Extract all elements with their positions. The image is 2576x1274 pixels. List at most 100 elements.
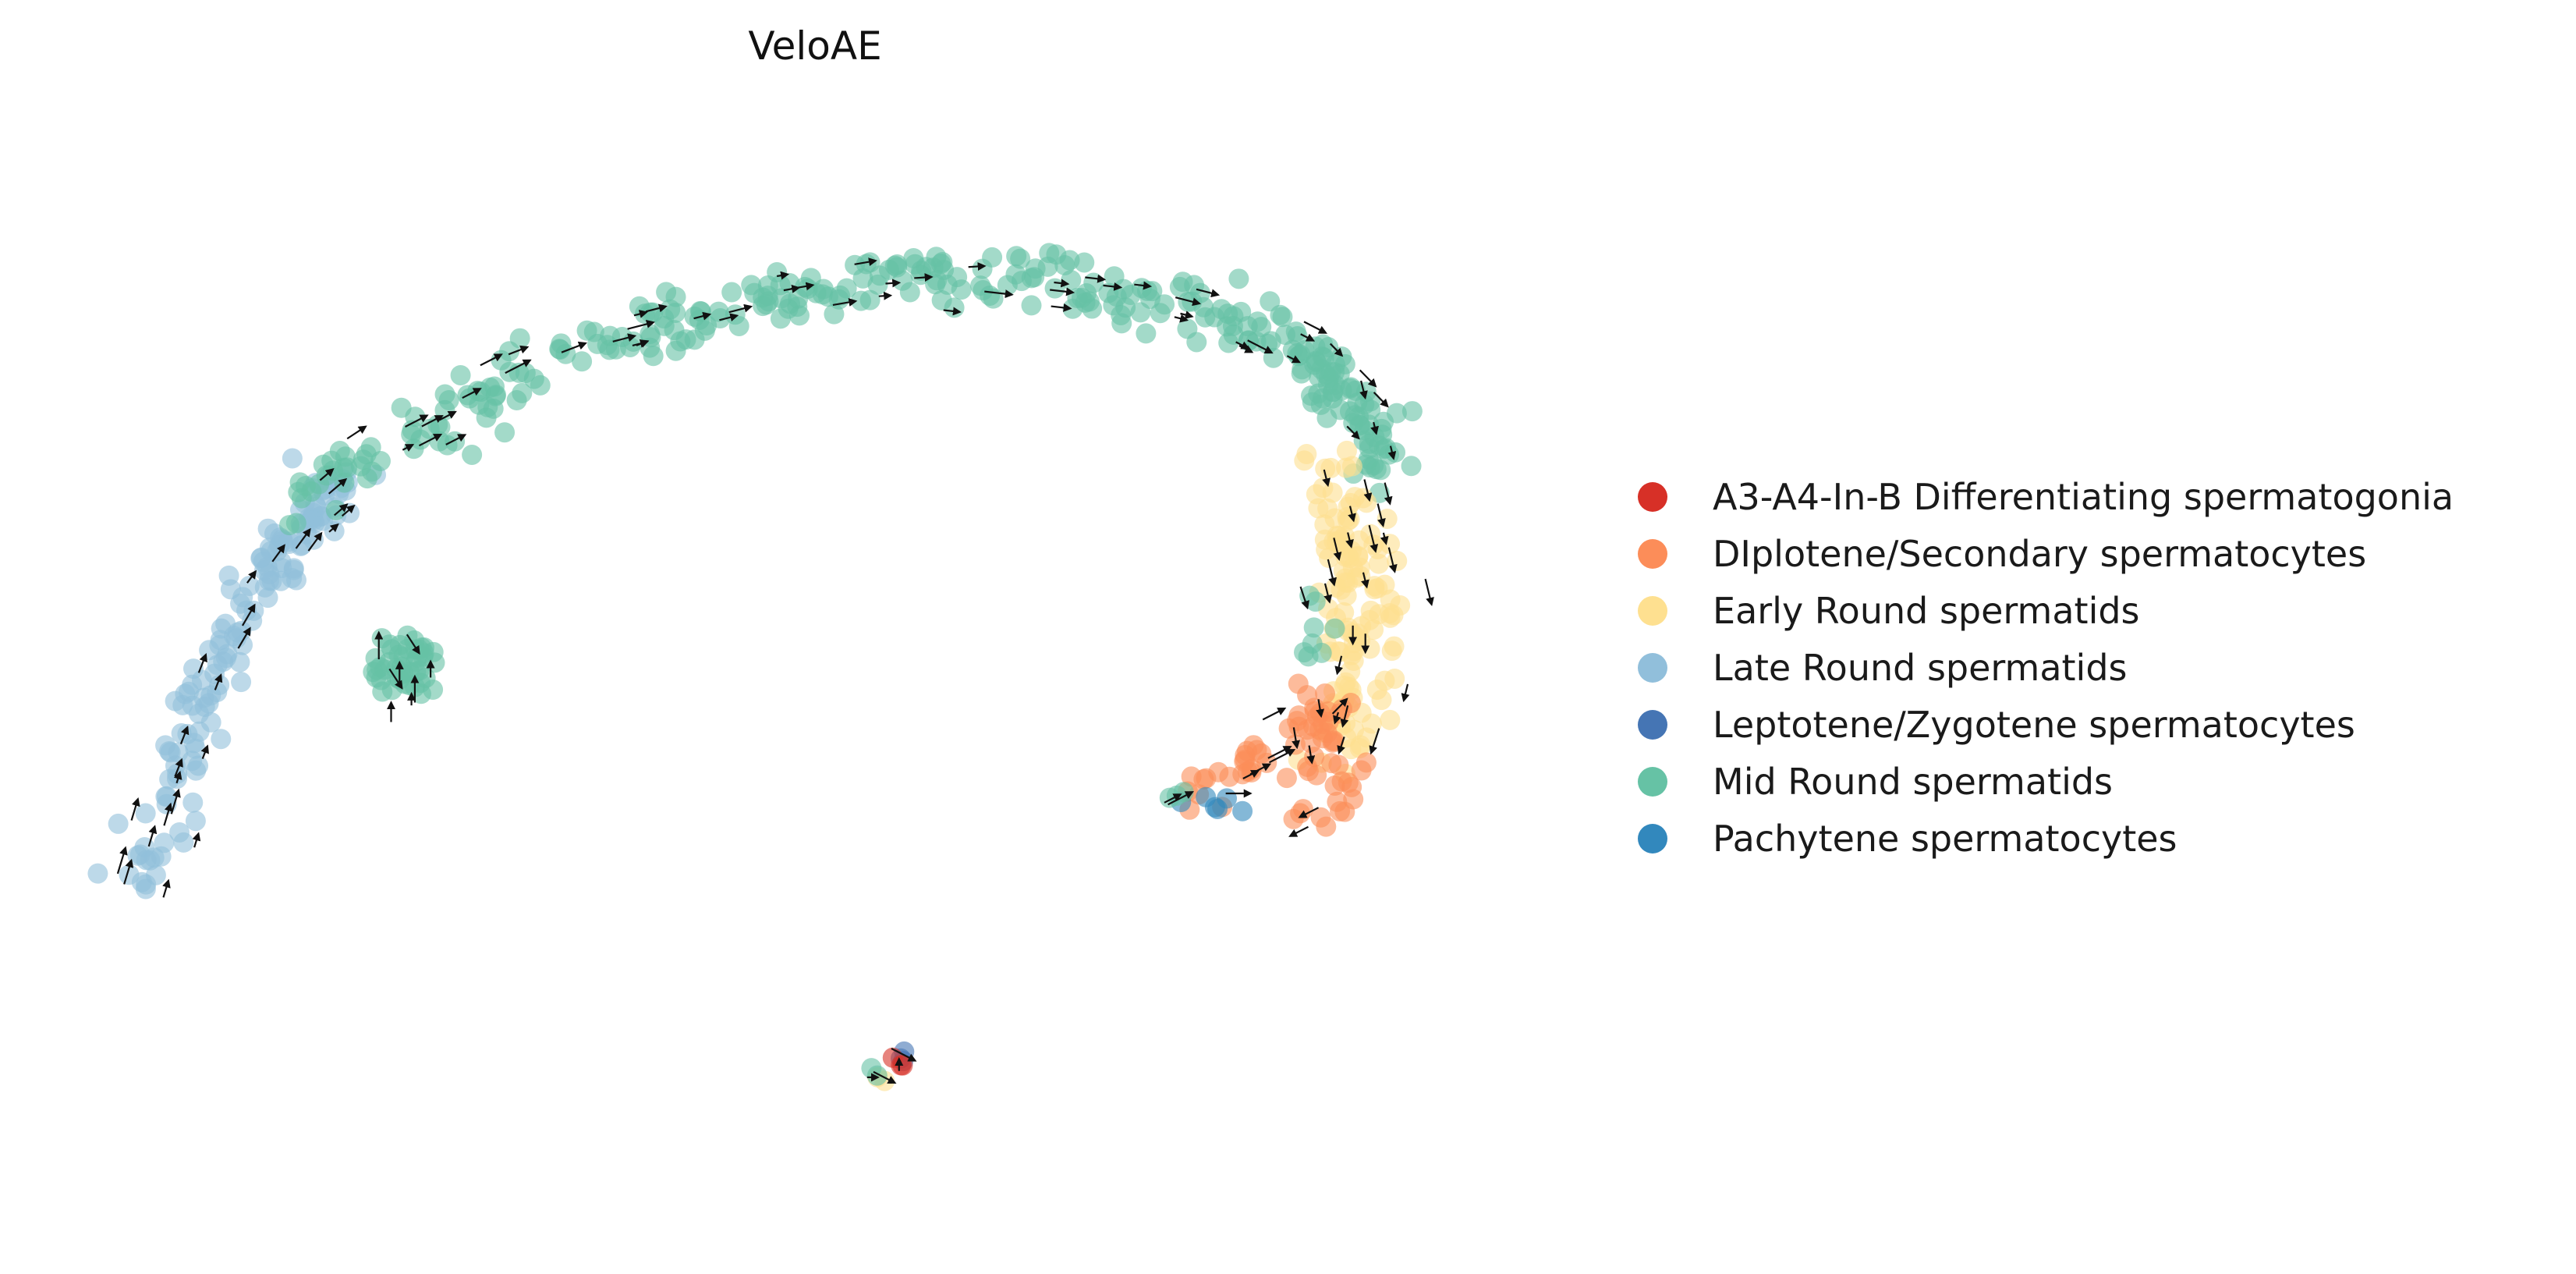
data-point [325,499,346,520]
velocity-arrow [1085,274,1107,283]
data-point [1325,577,1346,598]
data-point [583,321,604,342]
data-point [450,364,471,385]
velocity-arrow [627,320,655,330]
data-point [1243,735,1264,756]
velocity-arrow [1359,380,1368,400]
data-point [899,282,920,303]
data-point [597,335,618,356]
velocity-arrow [633,310,648,318]
velocity-arrow [1134,281,1153,290]
data-point [370,657,391,678]
velocity-arrow [402,444,415,452]
velocity-arrow [561,341,587,353]
velocity-arrow [1174,314,1189,323]
data-point [1304,354,1325,375]
velocity-arrow [1175,296,1202,307]
data-point [1059,250,1080,271]
data-point [660,299,681,320]
data-point [306,496,327,517]
data-point [1181,766,1202,787]
velocity-arrow [1103,282,1123,291]
legend-item: Mid Round spermatids [1638,753,2454,810]
legend-label: DIplotene/Secondary spermatocytes [1713,532,2367,575]
data-point [278,515,299,536]
legend-swatch [1638,709,1667,740]
velocity-arrow [1401,683,1410,703]
data-point [1305,591,1326,612]
velocity-arrow [943,307,962,316]
velocity-arrow [1327,559,1338,587]
velocity-arrow [1348,506,1356,523]
data-point [824,303,845,325]
data-point [1306,484,1327,505]
velocity-arrow [776,271,790,280]
data-point [231,672,252,693]
velocity-arrow [1303,321,1327,334]
data-point [1298,761,1319,782]
velocity-arrow [1238,345,1254,353]
plot-title: VeloAE [748,23,882,69]
velocity-arrow [719,313,739,322]
velocity-arrow [1288,825,1309,837]
data-point [371,628,392,649]
data-point [1385,442,1406,463]
velocity-arrow [295,527,311,549]
velocity-arrow [1329,342,1344,357]
velocity-arrow [1368,524,1379,553]
data-point [664,320,685,341]
velocity-arrow [406,633,420,655]
data-point [1130,302,1151,323]
velocity-arrow [307,531,323,552]
data-point [931,289,952,311]
data-point [183,733,204,754]
velocity-arrow [1337,736,1345,755]
velocity-arrow [237,626,251,649]
data-point [1401,401,1423,422]
data-point [1217,788,1238,809]
data-point [1169,276,1190,297]
data-point [155,735,176,756]
data-point [438,389,459,410]
legend-swatch [1638,538,1667,569]
data-point [1336,440,1357,461]
legend-label: A3-A4-In-B Differentiating spermatogonia [1713,475,2454,518]
legend-swatch [1638,823,1667,853]
data-point [1303,716,1324,737]
data-point [108,813,129,834]
data-point [393,647,414,668]
velocity-arrow [984,289,1014,299]
velocity-arrow [445,434,467,445]
data-point [1368,553,1389,574]
velocity-arrow [693,311,712,321]
data-point [1260,291,1281,312]
data-point [1380,709,1401,730]
data-point [1369,604,1390,625]
velocity-arrow [612,333,637,342]
data-point [1384,636,1405,657]
velocity-arrow [508,345,530,356]
legend-item: Pachytene spermatocytes [1638,810,2454,867]
velocity-arrow [1054,279,1070,288]
data-point [572,351,593,372]
data-point [1360,391,1381,412]
data-point [1324,775,1345,797]
velocity-arrow [462,388,482,399]
velocity-arrow [346,425,367,440]
velocity-arrow [1262,708,1287,721]
velocity-arrow [418,433,443,447]
data-point [947,267,968,288]
data-point [1324,618,1345,639]
data-point [1237,316,1258,337]
data-point [1343,413,1364,434]
data-point [211,729,232,750]
legend-swatch [1638,481,1667,512]
velocity-arrow [162,878,171,898]
data-point [1006,246,1027,267]
data-point [1341,739,1362,760]
data-point [1331,346,1352,367]
data-point [1401,456,1422,477]
data-point [1232,800,1253,822]
velocity-arrow [1322,469,1331,488]
data-point [708,301,729,322]
